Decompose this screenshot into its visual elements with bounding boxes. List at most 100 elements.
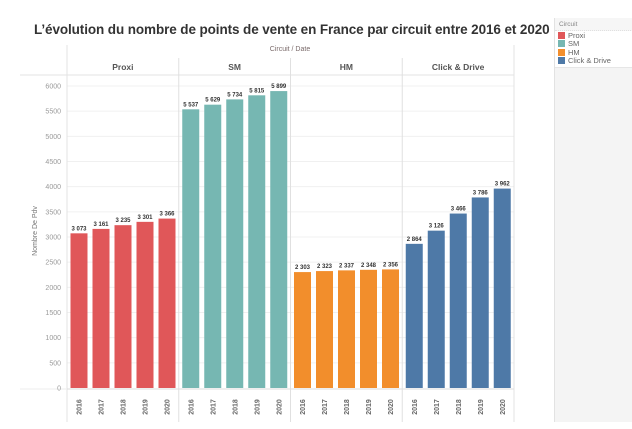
y-tick-label: 6000: [45, 84, 61, 91]
data-label: 5 815: [249, 88, 265, 94]
legend-item-proxi[interactable]: Proxi: [555, 31, 632, 40]
legend-item-click-drive[interactable]: Click & Drive: [555, 56, 632, 66]
bar[interactable]: [92, 228, 110, 388]
x-tick-label: 2020: [276, 399, 283, 415]
data-label: 3 073: [71, 226, 87, 232]
bar[interactable]: [449, 213, 467, 388]
y-tick-label: 0: [57, 386, 61, 393]
y-tick-label: 5500: [45, 109, 61, 116]
x-tick-label: 2019: [143, 399, 150, 415]
bar[interactable]: [382, 269, 399, 388]
x-axis-ticks: 2016 2017 2018 2019 2020 2016 2017 2018 2019 2020…: [77, 399, 507, 415]
x-tick-label: 2018: [456, 399, 463, 415]
data-label: 5 899: [271, 84, 287, 90]
legend-item-hm[interactable]: HM: [555, 48, 632, 57]
x-tick-label: 2019: [366, 399, 373, 415]
legend-swatch: [558, 31, 565, 39]
bar[interactable]: [248, 95, 266, 388]
panel-headers: Proxi SM HM Click & Drive: [112, 62, 484, 72]
x-tick-label: 2020: [165, 399, 172, 415]
x-tick-label: 2018: [232, 399, 239, 415]
y-tick-label: 2500: [45, 260, 61, 267]
bar[interactable]: [204, 104, 222, 388]
panel-header: Click & Drive: [432, 62, 485, 72]
data-label: 5 537: [183, 102, 199, 108]
legend-swatch: [558, 40, 565, 48]
x-tick-label: 2020: [388, 399, 395, 415]
y-tick-label: 4000: [45, 184, 61, 191]
data-label: 3 161: [93, 222, 109, 228]
bar[interactable]: [316, 271, 333, 388]
bar[interactable]: [405, 243, 423, 388]
y-tick-label: 500: [49, 360, 61, 367]
bar[interactable]: [471, 197, 489, 388]
x-tick-label: 2018: [344, 399, 351, 415]
data-label: 3 786: [473, 190, 489, 196]
panel-header: Proxi: [112, 62, 133, 72]
data-label: 5 629: [205, 98, 221, 104]
data-label: 2 356: [383, 262, 399, 268]
x-tick-label: 2016: [77, 399, 84, 415]
x-tick-label: 2017: [434, 399, 441, 415]
legend-swatch: [558, 48, 565, 56]
data-label: 3 235: [115, 218, 131, 224]
data-label: 2 337: [339, 263, 355, 269]
data-label: 3 366: [159, 212, 175, 218]
x-tick-label: 2019: [478, 399, 485, 415]
legend-swatch: [558, 57, 565, 65]
data-label: 5 734: [227, 92, 243, 98]
chart-title: L’évolution du nombre de points de vente…: [34, 22, 550, 37]
bar[interactable]: [493, 188, 511, 388]
x-tick-label: 2016: [300, 399, 307, 415]
legend-label: SM: [568, 39, 580, 49]
data-label: 3 126: [429, 224, 445, 230]
y-axis-ticks: 0 500 1000 1500 2000 2500 3000 3500 4000 4500 5000…: [45, 84, 61, 393]
data-labels: 3 073 3 161 3 235 3 301 3 366 5 537 5 629 5 734…: [71, 84, 510, 271]
data-label: 2 348: [361, 263, 377, 269]
legend: Circuit Proxi SM HM Click & Drive: [554, 18, 632, 422]
bar[interactable]: [114, 225, 132, 388]
bars: [70, 91, 511, 389]
bar[interactable]: [270, 91, 288, 388]
x-tick-label: 2017: [210, 399, 217, 415]
y-axis-label: Nombre De Pdv: [32, 206, 39, 256]
y-tick-label: 3000: [45, 235, 61, 242]
data-label: 2 864: [407, 237, 423, 243]
legend-label: HM: [568, 47, 580, 57]
data-label: 2 303: [295, 265, 311, 271]
legend-label: Proxi: [568, 30, 586, 40]
legend-title: Circuit: [555, 18, 632, 31]
y-tick-label: 1500: [45, 310, 61, 317]
x-tick-label: 2019: [254, 399, 261, 415]
data-label: 3 301: [137, 215, 153, 221]
bar[interactable]: [360, 269, 377, 388]
bar[interactable]: [294, 272, 311, 388]
y-tick-label: 1000: [45, 335, 61, 342]
panel-header: SM: [228, 62, 241, 72]
x-tick-label: 2018: [121, 399, 128, 415]
legend-label: Click & Drive: [568, 56, 611, 66]
y-tick-label: 3500: [45, 209, 61, 216]
y-tick-label: 5000: [45, 134, 61, 141]
y-tick-label: 4500: [45, 159, 61, 166]
y-tick-label: 2000: [45, 285, 61, 292]
x-tick-label: 2017: [322, 399, 329, 415]
panel-header: HM: [340, 62, 353, 72]
bar[interactable]: [70, 233, 88, 388]
bar[interactable]: [182, 109, 200, 389]
bar[interactable]: [427, 230, 445, 388]
data-label: 3 962: [495, 182, 511, 188]
column-header-label: Circuit / Date: [270, 46, 311, 53]
bar[interactable]: [338, 270, 355, 388]
legend-item-sm[interactable]: SM: [555, 39, 632, 49]
data-label: 2 323: [317, 264, 333, 270]
bar[interactable]: [136, 221, 154, 388]
x-tick-label: 2016: [188, 399, 195, 415]
bar[interactable]: [158, 218, 176, 388]
x-tick-label: 2016: [412, 399, 419, 415]
bar[interactable]: [226, 99, 244, 388]
panel-frames: [20, 45, 515, 422]
data-label: 3 466: [451, 207, 467, 213]
x-tick-label: 2017: [99, 399, 106, 415]
